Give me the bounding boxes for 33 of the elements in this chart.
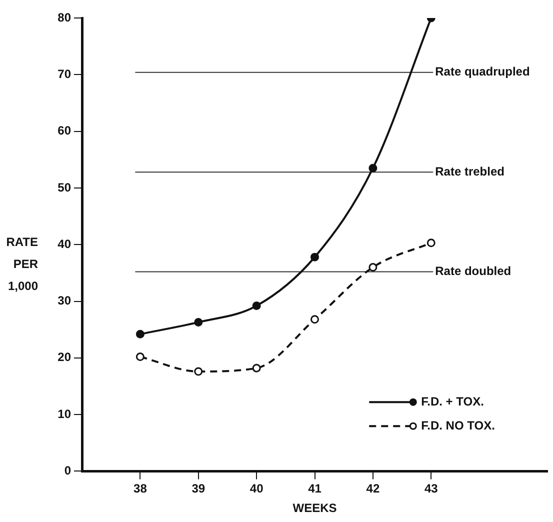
ref-line-label: Rate doubled (435, 264, 512, 278)
legend-label: F.D. + TOX. (421, 394, 484, 408)
point (310, 315, 319, 324)
y-tick-label: 60 (58, 124, 72, 138)
point (136, 330, 144, 338)
y-tick-label: 70 (58, 66, 72, 81)
y-tick-label: 40 (58, 236, 72, 251)
y-tick-label: 20 (58, 350, 72, 364)
point (426, 238, 436, 248)
y-tick-label: 80 (58, 10, 72, 24)
point (310, 252, 319, 262)
x-tick-label: 39 (192, 482, 206, 496)
x-axis-title: WEEKS (292, 501, 337, 516)
ref-line-label: Rate quadrupled (435, 64, 530, 79)
ref-line-label: Rate trebled (435, 164, 504, 178)
x-tick-label: 38 (134, 482, 148, 496)
y-tick-label: 0 (64, 464, 72, 478)
x-tick-label: 42 (366, 482, 380, 496)
legend-label: F.D. NO TOX. (421, 418, 495, 432)
y-axis-title: RATE PER 1,000 (6, 234, 38, 293)
y-tick-label: 30 (58, 294, 72, 308)
point (194, 318, 203, 326)
point (194, 367, 203, 376)
x-tick-label: 43 (424, 482, 438, 496)
x-tick-label: 40 (250, 482, 264, 496)
x-tick-label: 41 (308, 482, 322, 496)
y-tick-label: 50 (58, 180, 72, 194)
point (368, 263, 378, 272)
y-tick-label: 10 (58, 406, 72, 421)
point (252, 364, 261, 372)
point (136, 352, 144, 362)
point (368, 164, 378, 172)
point (252, 302, 261, 310)
